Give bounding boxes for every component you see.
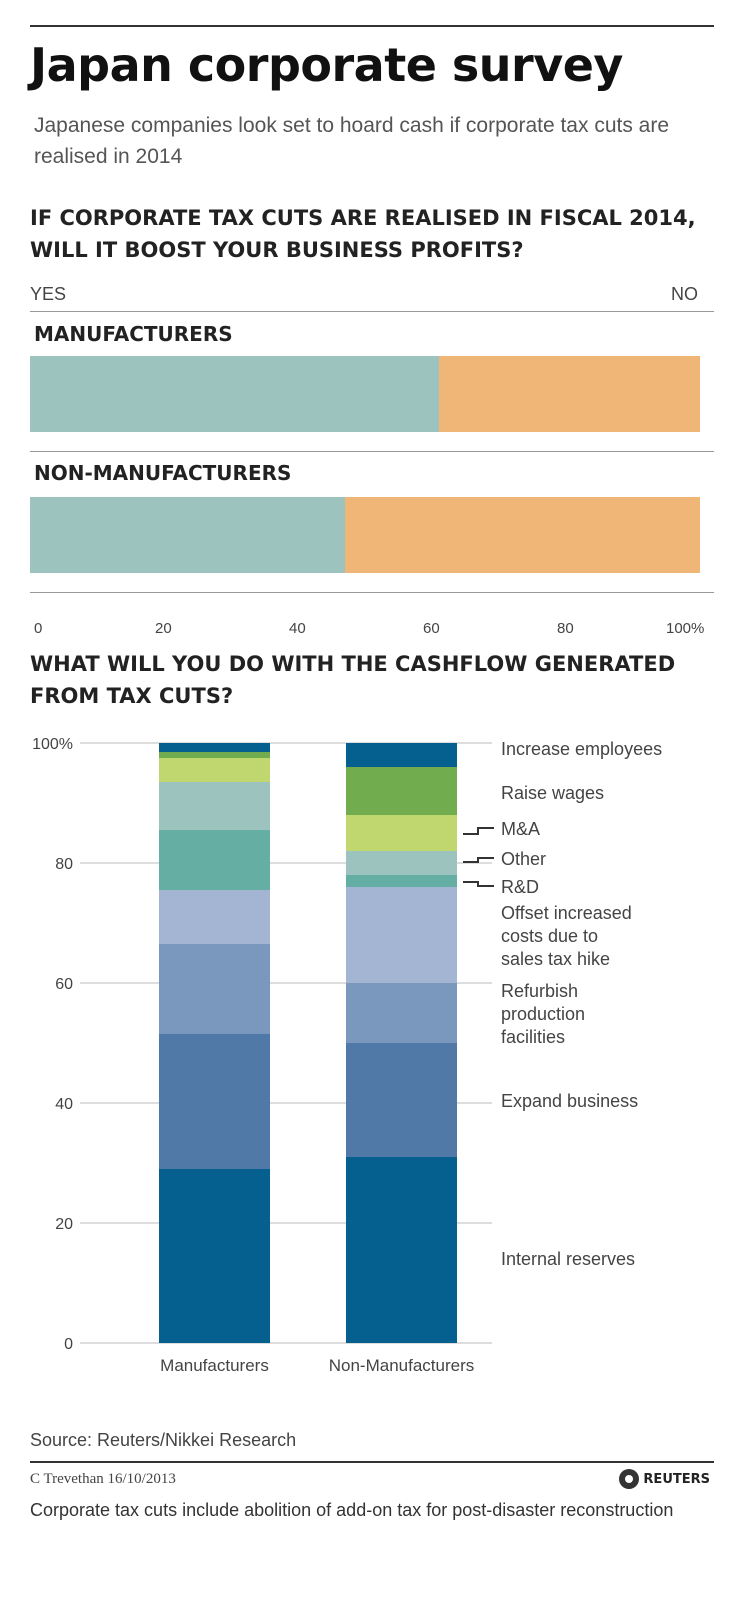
non-manufacturers-label: NON-MANUFACTURERS [34,461,292,485]
non-manufacturers-no-bar [344,497,700,573]
x-category-label: Non-Manufacturers [329,1356,475,1375]
bar-segment-ma [159,758,270,782]
non-manufacturers-yes-bar [30,497,345,573]
bar-segment-raise_wages [346,767,457,815]
legend-label: sales tax hike [501,949,610,969]
chart1-axis-line [30,592,714,593]
bar-segment-refurbish [346,983,457,1043]
leader-line [463,827,494,835]
x-tick-label: 0 [34,620,43,637]
x-tick-label: 100% [666,620,705,637]
x-tick-label: 20 [155,620,172,637]
y-tick-label: 20 [55,1216,73,1233]
bar-segment-raise_wages [159,752,270,758]
footnote: Corporate tax cuts include abolition of … [30,1500,674,1520]
leader-line [463,881,494,887]
legend-label: Offset increased [501,903,632,923]
legend-label: Other [501,849,546,869]
legend-label: Refurbish [501,981,578,1001]
cashflow-stacked-chart: 0 20 40 60 80 100% Manufacturers Non-Manufactur… [32,736,662,1375]
bar-segment-other [346,851,457,875]
y-tick-label: 40 [55,1096,73,1113]
reuters-brand: REUTERS [643,1471,710,1487]
bar-segment-ma [346,815,457,851]
legend-label: Expand business [501,1091,638,1111]
yes-label: YES [30,284,67,304]
bar-segment-internal_reserves [346,1157,457,1343]
reuters-icon [619,1469,640,1489]
bar-segment-increase_employees [346,743,457,767]
chart1-top-line [30,311,714,312]
manufacturers-label: MANUFACTURERS [34,322,233,346]
legend-label: Raise wages [501,783,604,803]
bar-segment-other [159,782,270,830]
reuters-logo: REUTERS [619,1469,710,1489]
bar-segment-internal_reserves [159,1169,270,1343]
bar-segment-offset [346,887,457,983]
bar-segment-expand_business [346,1043,457,1157]
bar-segment-rd [159,830,270,890]
x-tick-label: 60 [423,620,440,637]
legend-label: facilities [501,1027,565,1047]
y-tick-label: 60 [55,976,73,993]
chart2-title: WHAT WILL YOU DO WITH THE CASHFLOW GENER… [30,652,676,708]
credit-line: C Trevethan 16/10/2013 [30,1471,176,1487]
bar-segment-expand_business [159,1034,270,1169]
bar-segment-offset [159,890,270,944]
legend-label: Internal reserves [501,1249,635,1269]
manufacturers-no-bar [438,356,700,432]
manufacturers-yes-bar [30,356,439,432]
legend-label: Increase employees [501,739,662,759]
y-tick-label: 0 [64,1336,73,1353]
x-tick-label: 80 [557,620,574,637]
legend-label: R&D [501,877,539,897]
legend-label: production [501,1004,585,1024]
legend-label: M&A [501,819,540,839]
no-label: NO [671,284,698,304]
x-tick-label: 40 [289,620,306,637]
chart1-title: IF CORPORATE TAX CUTS ARE REALISED IN FI… [30,206,696,262]
chart1-mid-line [30,451,714,452]
page-title: Japan corporate survey [30,38,623,92]
bar-segment-increase_employees [159,743,270,752]
top-rule [30,25,714,27]
bar-segment-rd [346,875,457,887]
y-tick-label: 80 [55,856,73,873]
x-category-label: Manufacturers [160,1356,269,1375]
page-subtitle: Japanese companies look set to hoard cas… [34,114,670,168]
footer-rule [30,1461,714,1463]
legend-label: costs due to [501,926,598,946]
leader-line [463,857,494,863]
y-tick-label: 100% [32,736,73,753]
bar-segment-refurbish [159,944,270,1034]
source-note: Source: Reuters/Nikkei Research [30,1430,297,1450]
